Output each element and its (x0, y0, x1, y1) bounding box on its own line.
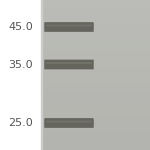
Bar (41, 0, 42, 150)
Text: 35.0: 35.0 (8, 60, 33, 69)
Text: 25.0: 25.0 (8, 118, 33, 128)
FancyBboxPatch shape (44, 118, 94, 128)
FancyBboxPatch shape (44, 60, 94, 69)
Bar (42, 0, 150, 150)
Text: 45.0: 45.0 (8, 22, 33, 32)
FancyBboxPatch shape (46, 121, 92, 122)
FancyBboxPatch shape (46, 25, 92, 26)
FancyBboxPatch shape (46, 62, 92, 64)
FancyBboxPatch shape (44, 22, 94, 32)
